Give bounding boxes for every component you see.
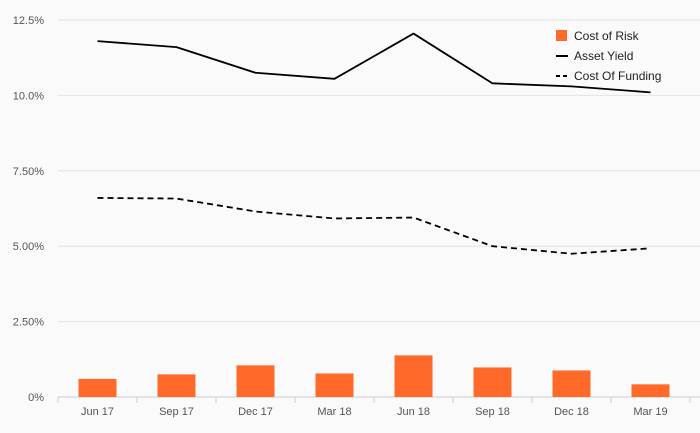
legend-label: Cost of Risk <box>574 29 640 43</box>
bar-cost-of-risk <box>315 373 354 397</box>
bar-cost-of-risk <box>157 374 196 397</box>
x-axis: Jun 17 Sep 17 Dec 17 Mar 18 Jun 18 Sep 18 Dec … <box>57 396 700 418</box>
bar-cost-of-risk <box>552 370 591 397</box>
y-tick-label: 10.0% <box>13 90 44 102</box>
bar-cost-of-risk <box>473 367 512 397</box>
y-tick-label: 7.50% <box>13 166 44 178</box>
y-axis: 0% 2.50% 5.00% 7.50% 10.0% 12.5% <box>13 15 44 404</box>
legend-item-cost-of-funding: Cost Of Funding <box>556 69 661 83</box>
bar-cost-of-risk <box>631 384 670 397</box>
x-tick-label: Sep 18 <box>475 406 510 418</box>
x-tick-label: Dec 18 <box>554 406 589 418</box>
asset-yield-line <box>97 32 651 94</box>
legend-item-asset-yield: Asset Yield <box>556 49 633 63</box>
x-tick-label: Jun 17 <box>81 406 114 418</box>
cost-of-risk-bars <box>78 355 670 397</box>
y-tick-label: 0% <box>28 392 44 404</box>
x-tick-label: Mar 19 <box>633 406 667 418</box>
legend-swatch <box>556 30 567 41</box>
legend-item-cost-of-risk: Cost of Risk <box>556 29 640 43</box>
bar-cost-of-risk <box>78 378 117 397</box>
y-tick-label: 5.00% <box>13 241 44 253</box>
x-tick-label: Sep 17 <box>159 406 194 418</box>
gridlines <box>58 19 700 323</box>
line-series <box>97 32 651 255</box>
legend: Cost of Risk Asset Yield Cost Of Funding <box>556 29 661 83</box>
y-tick-label: 12.5% <box>13 15 44 27</box>
cost-of-funding-line <box>97 197 651 255</box>
x-tick-label: Mar 18 <box>317 406 351 418</box>
bar-cost-of-risk <box>394 355 433 397</box>
bar-cost-of-risk <box>236 365 275 397</box>
x-tick-label: Dec 17 <box>238 406 273 418</box>
y-tick-label: 2.50% <box>13 317 44 329</box>
legend-label: Asset Yield <box>574 49 633 63</box>
x-tick-label: Jun 18 <box>397 406 430 418</box>
legend-label: Cost Of Funding <box>574 69 661 83</box>
